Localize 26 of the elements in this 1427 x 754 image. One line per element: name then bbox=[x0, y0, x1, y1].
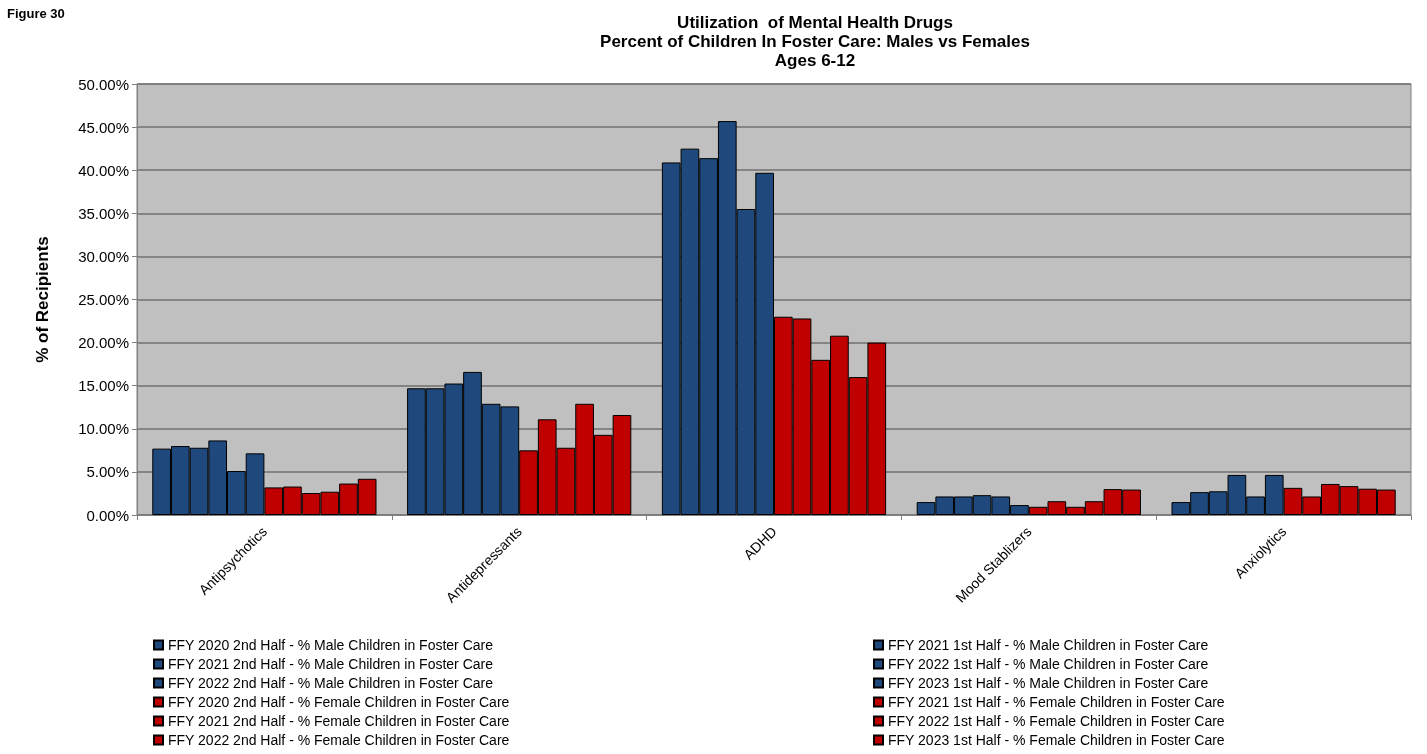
legend-label: FFY 2021 2nd Half - % Female Children in Foster Care bbox=[168, 713, 510, 729]
y-tick-label: 45.00% bbox=[78, 118, 129, 136]
legend-label: FFY 2022 1st Half - % Female Children in Foster Care bbox=[888, 713, 1225, 729]
legend-label: FFY 2022 2nd Half - % Female Children in Foster Care bbox=[168, 732, 510, 748]
chart-title: Utilization of Mental Health Drugs Percent of Children In Foster Care: Males vs Females Ages 6-12 bbox=[600, 13, 1030, 70]
y-tick-label: 25.00% bbox=[78, 291, 129, 308]
y-tick-label: 20.00% bbox=[78, 334, 129, 352]
legend-label: FFY 2023 1st Half - % Female Children in Foster Care bbox=[888, 732, 1225, 748]
y-tick-label: 15.00% bbox=[78, 377, 129, 395]
y-tick-label: 0.00% bbox=[86, 506, 129, 524]
legend-label: FFY 2020 2nd Half - % Male Children in Foster Care bbox=[168, 637, 494, 653]
caption: Figure 30 bbox=[7, 6, 65, 21]
y-tick-label: 30.00% bbox=[78, 247, 129, 265]
legend-label: FFY 2023 1st Half - % Male Children in Foster Care bbox=[888, 675, 1209, 691]
y-axis-title: % of Recipients bbox=[33, 236, 52, 363]
legend-label: FFY 2021 1st Half - % Female Children in Foster Care bbox=[888, 694, 1225, 710]
legend-label: FFY 2022 2nd Half - % Male Children in Foster Care bbox=[168, 675, 494, 691]
legend-label: FFY 2020 2nd Half - % Female Children in Foster Care bbox=[168, 694, 510, 710]
legend-label: FFY 2021 2nd Half - % Male Children in Foster Care bbox=[168, 656, 494, 672]
y-tick-label: 10.00% bbox=[78, 420, 129, 438]
y-tick-label: 35.00% bbox=[78, 204, 129, 222]
legend-label: FFY 2022 1st Half - % Male Children in Foster Care bbox=[888, 656, 1209, 672]
y-tick-label: 50.00% bbox=[78, 75, 129, 93]
y-tick-label: 5.00% bbox=[86, 463, 129, 481]
y-tick-label: 40.00% bbox=[78, 161, 129, 179]
legend-label: FFY 2021 1st Half - % Male Children in Foster Care bbox=[888, 637, 1209, 653]
